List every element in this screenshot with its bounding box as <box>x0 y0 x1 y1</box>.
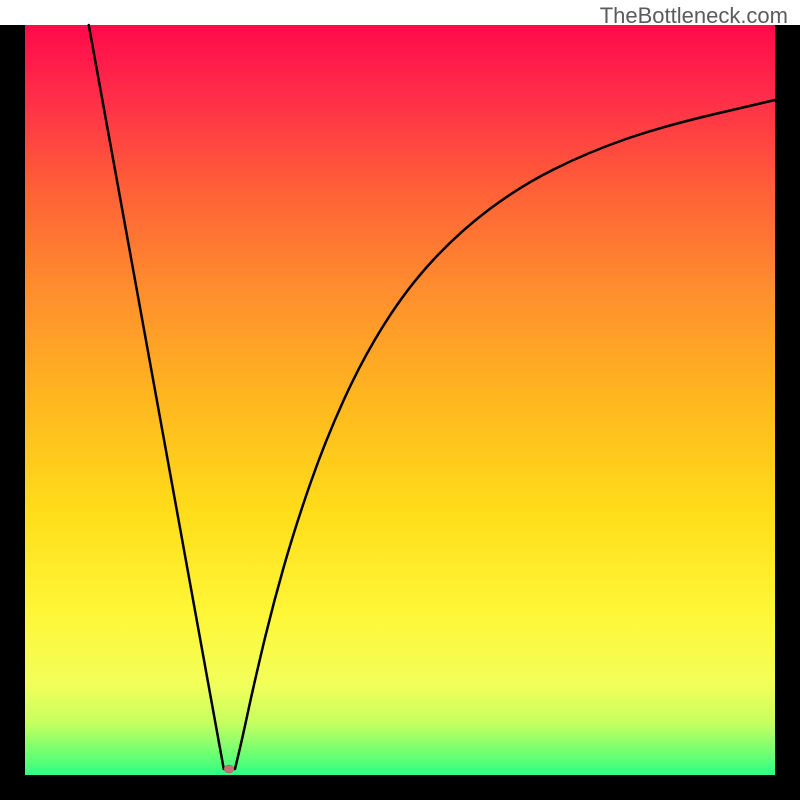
chart-frame: TheBottleneck.com <box>0 0 800 800</box>
bottleneck-chart <box>0 0 800 800</box>
watermark-text: TheBottleneck.com <box>600 3 788 29</box>
minimum-marker <box>224 765 234 773</box>
plot-background <box>25 25 775 775</box>
